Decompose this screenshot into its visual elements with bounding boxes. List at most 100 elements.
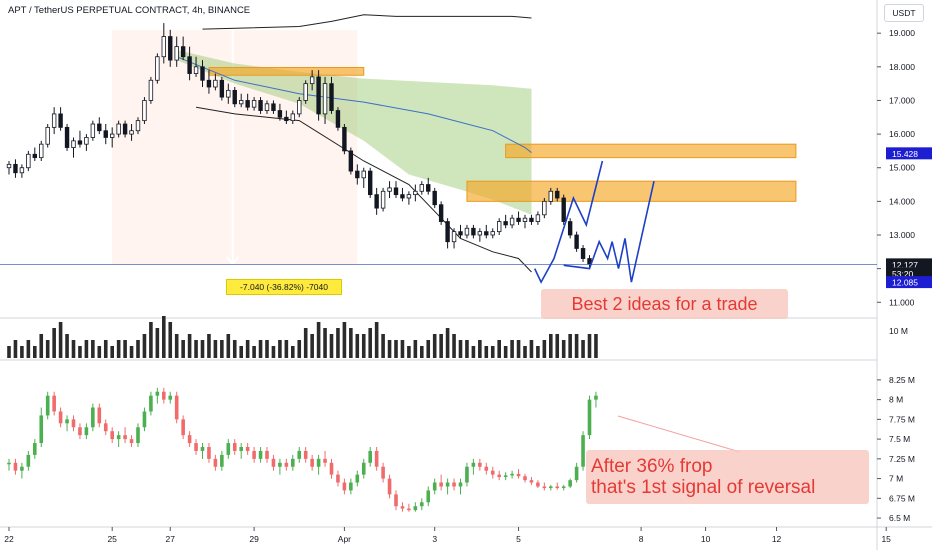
indicator-body: [587, 399, 592, 436]
volume-bar: [194, 340, 198, 358]
candle-body: [264, 103, 270, 111]
candle-body: [187, 56, 192, 74]
candle-body: [290, 113, 295, 122]
indicator-body: [271, 458, 276, 467]
volume-bar: [381, 334, 385, 358]
indicator-body: [71, 419, 76, 428]
candle-body: [529, 217, 534, 222]
volume-bar: [207, 334, 211, 358]
volume-bar: [478, 340, 482, 358]
indicator-body: [349, 482, 353, 491]
volume-bar: [490, 346, 495, 358]
indicator-body: [568, 480, 572, 487]
indicator-body: [407, 508, 411, 511]
time-tick-label: 10: [701, 534, 711, 544]
volume-bar: [162, 316, 166, 358]
candle-body: [393, 187, 399, 196]
volume-bar: [52, 328, 56, 358]
indicator-body: [110, 431, 114, 440]
candle-body: [77, 140, 83, 145]
indicator-body: [523, 476, 527, 481]
candle-body: [271, 103, 276, 111]
price-tick-label: 18.000: [889, 62, 915, 72]
candle-body: [413, 190, 418, 196]
price-tick-label: 14.000: [889, 196, 915, 206]
volume-bar: [78, 346, 82, 358]
candle-body: [426, 184, 431, 192]
volume-bar: [13, 340, 18, 358]
volume-bar: [568, 334, 572, 358]
candle-body: [39, 143, 44, 159]
candle-body: [380, 190, 386, 209]
candle-body: [535, 214, 541, 222]
indicator-body: [297, 450, 302, 459]
candle-body: [238, 100, 244, 105]
volume-bar: [310, 334, 314, 358]
indicator-body: [478, 462, 482, 467]
volume-bar: [71, 340, 76, 358]
candle-body: [342, 126, 347, 152]
price-tick-label: 19.000: [889, 28, 915, 38]
indicator-body: [574, 466, 579, 481]
candle-body: [484, 231, 489, 236]
candle-body: [458, 231, 463, 236]
candle-body: [406, 194, 412, 199]
time-tick-label: 27: [166, 534, 176, 544]
indicator-body: [361, 462, 366, 475]
candle-body: [522, 217, 528, 222]
currency-selector[interactable]: USDT: [884, 4, 924, 22]
indicator-body: [445, 482, 450, 487]
candle-body: [464, 227, 470, 236]
candle-body: [6, 163, 12, 169]
indicator-tick-label: 8.25 M: [889, 375, 915, 385]
candle-body: [180, 46, 186, 58]
volume-bar: [374, 322, 379, 358]
volume-bar: [587, 334, 592, 358]
candle-body: [516, 217, 521, 222]
indicator-tick-label: 7.5 M: [889, 434, 910, 444]
indicator-body: [213, 458, 218, 467]
indicator-body: [220, 454, 224, 467]
indicator-body: [381, 466, 385, 479]
indicator-body: [452, 482, 456, 487]
volume-bar: [503, 346, 508, 358]
indicator-body: [471, 462, 476, 467]
volume-bar: [536, 346, 540, 358]
volume-bar: [200, 340, 205, 358]
candle-body: [122, 123, 128, 135]
indicator-body: [561, 486, 566, 489]
indicator-body: [97, 407, 102, 424]
volume-bar: [7, 346, 11, 358]
candle-body: [251, 100, 257, 108]
indicator-body: [91, 407, 95, 428]
indicator-body: [155, 391, 160, 396]
candle-body: [367, 170, 373, 196]
candle-body: [509, 217, 515, 226]
price-tick-label: 11.000: [889, 297, 915, 307]
candle-body: [445, 221, 450, 243]
volume-bar: [91, 340, 95, 358]
projection-path-2: [563, 181, 655, 283]
volume-bar: [58, 322, 63, 358]
candle-body: [200, 66, 205, 81]
candle-body: [316, 76, 321, 115]
volume-bar: [220, 340, 224, 358]
volume-bar: [291, 346, 295, 358]
candle-body: [168, 36, 173, 61]
price-tick-label: 15.000: [889, 163, 915, 173]
candle-body: [555, 190, 560, 199]
volume-bar: [471, 346, 476, 358]
indicator-body: [529, 480, 534, 483]
ema-line: [176, 56, 532, 153]
indicator-body: [323, 458, 327, 463]
price-badge-label: 12.127: [892, 260, 918, 270]
price-badge-label: 15.428: [892, 149, 918, 159]
price-tick-label: 13.000: [889, 230, 915, 240]
candle-body: [26, 153, 31, 169]
indicator-tick-label: 6.5 M: [889, 513, 910, 523]
volume-bar: [542, 340, 547, 358]
indicator-body: [497, 474, 501, 477]
volume-bar: [284, 340, 289, 358]
volume-bar: [226, 334, 231, 358]
